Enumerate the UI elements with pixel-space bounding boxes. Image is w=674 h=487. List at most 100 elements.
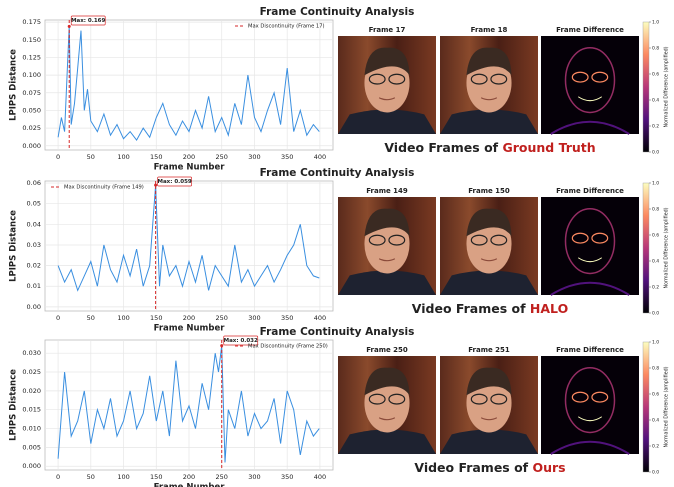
- suit: [440, 429, 538, 454]
- video-frame: [338, 356, 436, 454]
- frame-title: Frame 149: [366, 187, 408, 195]
- edge: [550, 440, 630, 455]
- x-tick-label: 400: [314, 314, 326, 322]
- caption: Video Frames of Ours: [414, 460, 565, 475]
- x-tick-label: 150: [150, 153, 162, 161]
- edge: [571, 391, 589, 403]
- colorbar-tick-label: 0.8: [652, 207, 659, 213]
- colorbar-tick-label: 1.0: [652, 340, 659, 346]
- colorbar-tick-label: 0.6: [652, 392, 659, 398]
- edge: [577, 416, 603, 422]
- x-tick-label: 150: [150, 314, 162, 322]
- suit: [338, 270, 436, 295]
- x-tick-label: 300: [248, 473, 260, 481]
- frame-title: Frame Difference: [556, 187, 624, 195]
- chart-title: Frame Continuity Analysis: [260, 167, 415, 179]
- image-bg: [541, 36, 639, 134]
- image-bg: [541, 197, 639, 295]
- x-tick-label: 250: [216, 314, 228, 322]
- colorbar-tick-label: 0.6: [652, 233, 659, 239]
- video-frame: [338, 36, 436, 134]
- frame-title: Frame 17: [369, 26, 406, 34]
- y-tick-label: 0.000: [22, 142, 41, 150]
- glasses: [388, 393, 406, 405]
- max-point: [67, 24, 71, 28]
- caption: Video Frames of HALO: [412, 301, 568, 316]
- glasses: [490, 393, 508, 405]
- x-tick-label: 50: [87, 314, 95, 322]
- x-tick-label: 0: [56, 153, 60, 161]
- difference-image: [541, 36, 639, 135]
- max-label-box: [70, 15, 106, 26]
- colorbar: [642, 182, 650, 314]
- x-tick-label: 350: [281, 473, 293, 481]
- x-tick-label: 200: [183, 473, 195, 481]
- x-tick-label: 400: [314, 473, 326, 481]
- hair: [466, 47, 512, 76]
- frame-title: Frame Difference: [556, 26, 624, 34]
- frame-title: Frame 150: [468, 187, 510, 195]
- colorbar-tick-label: 1.0: [652, 181, 659, 187]
- edge: [577, 257, 603, 263]
- hair: [364, 208, 410, 237]
- mouth: [378, 97, 396, 101]
- glasses: [490, 234, 508, 246]
- glasses: [470, 393, 488, 405]
- edge: [591, 232, 609, 244]
- x-tick-label: 100: [117, 473, 129, 481]
- frame-title: Frame 18: [471, 26, 508, 34]
- edge: [564, 208, 616, 275]
- colorbar-tick-label: 0.6: [652, 72, 659, 78]
- x-tick-label: 300: [248, 153, 260, 161]
- y-tick-label: 0.05: [27, 200, 41, 208]
- x-tick-label: 350: [281, 314, 293, 322]
- y-tick-label: 0.010: [22, 425, 41, 433]
- mouth: [480, 97, 498, 101]
- glasses: [470, 234, 488, 246]
- mouth: [480, 258, 498, 262]
- frame-title: Frame 250: [366, 346, 408, 354]
- y-tick-label: 0.000: [22, 462, 41, 470]
- y-tick-label: 0.050: [22, 106, 41, 114]
- colorbar-label: Normalized Difference (amplified): [664, 366, 670, 447]
- video-frame: [440, 36, 538, 134]
- colorbar-tick-label: 0.4: [652, 98, 659, 104]
- y-tick-label: 0.025: [22, 124, 41, 132]
- x-tick-label: 100: [117, 314, 129, 322]
- x-axis-label: Frame Number: [154, 163, 226, 173]
- colorbar-tick-label: 0.0: [652, 470, 659, 476]
- x-tick-label: 50: [87, 473, 95, 481]
- x-tick-label: 200: [183, 153, 195, 161]
- glasses: [388, 234, 406, 246]
- edge: [550, 281, 630, 296]
- hair: [364, 47, 410, 76]
- frame-title: Frame 251: [468, 346, 510, 354]
- colorbar-tick-label: 0.8: [652, 46, 659, 52]
- max-label: Max: 0.032: [224, 338, 258, 344]
- caption-text: Video Frames of: [414, 460, 532, 475]
- mouth: [378, 417, 396, 421]
- hair: [364, 367, 410, 396]
- colorbar: [642, 21, 650, 153]
- y-tick-label: 0.01: [27, 282, 41, 290]
- glasses: [368, 234, 386, 246]
- x-tick-label: 0: [56, 473, 60, 481]
- y-tick-label: 0.04: [27, 220, 41, 228]
- y-tick-label: 0.020: [22, 387, 41, 395]
- colorbar-tick-label: 0.0: [652, 311, 659, 317]
- suit: [440, 270, 538, 295]
- x-axis-label: Frame Number: [154, 483, 226, 487]
- y-tick-label: 0.06: [27, 179, 41, 187]
- video-frame: [338, 197, 436, 295]
- x-axis-label: Frame Number: [154, 324, 226, 334]
- legend-label: Max Discontinuity (Frame 250): [248, 344, 328, 350]
- max-point: [154, 183, 158, 187]
- edge: [591, 71, 609, 83]
- mouth: [378, 258, 396, 262]
- x-tick-label: 300: [248, 314, 260, 322]
- difference-image: [541, 197, 639, 296]
- y-tick-label: 0.150: [22, 36, 41, 44]
- suit: [440, 109, 538, 134]
- x-tick-label: 0: [56, 314, 60, 322]
- caption: Video Frames of Ground Truth: [384, 140, 595, 155]
